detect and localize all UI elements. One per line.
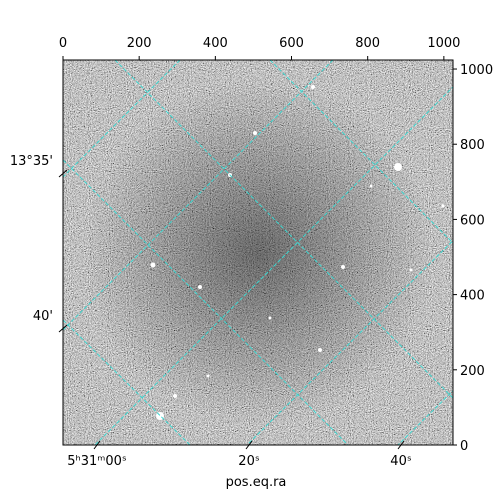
ra-tick-label: 20ˢ bbox=[238, 454, 260, 469]
x-tick-label: 0 bbox=[59, 36, 67, 51]
y-tick-label: 800 bbox=[460, 138, 485, 153]
dec-tick bbox=[58, 324, 68, 333]
y-tick-label: 600 bbox=[460, 213, 485, 228]
ra-tick-label: 5ʰ31ᵐ00ˢ bbox=[67, 454, 127, 469]
x-tick-label: 800 bbox=[355, 36, 380, 51]
dec-tick-label: 40' bbox=[33, 309, 53, 324]
ra-tick bbox=[93, 440, 101, 450]
dec-tick-label: 13°35' bbox=[10, 154, 53, 169]
x-tick-label: 400 bbox=[203, 36, 228, 51]
ra-tick bbox=[245, 440, 253, 450]
x-tick-label: 200 bbox=[127, 36, 152, 51]
ra-tick-label: 40ˢ bbox=[390, 454, 412, 469]
x-axis-label: pos.eq.ra bbox=[226, 475, 287, 490]
y-tick-label: 0 bbox=[460, 439, 468, 454]
dec-tick bbox=[58, 169, 68, 178]
y-tick-label: 200 bbox=[460, 364, 485, 379]
y-tick-label: 1000 bbox=[460, 63, 493, 78]
y-tick-label: 400 bbox=[460, 289, 485, 304]
x-tick-label: 600 bbox=[279, 36, 304, 51]
frame bbox=[62, 59, 454, 446]
ra-tick bbox=[397, 440, 405, 450]
coordinate-grid bbox=[63, 60, 453, 445]
x-tick-label: 1000 bbox=[427, 36, 460, 51]
image bbox=[63, 60, 453, 445]
